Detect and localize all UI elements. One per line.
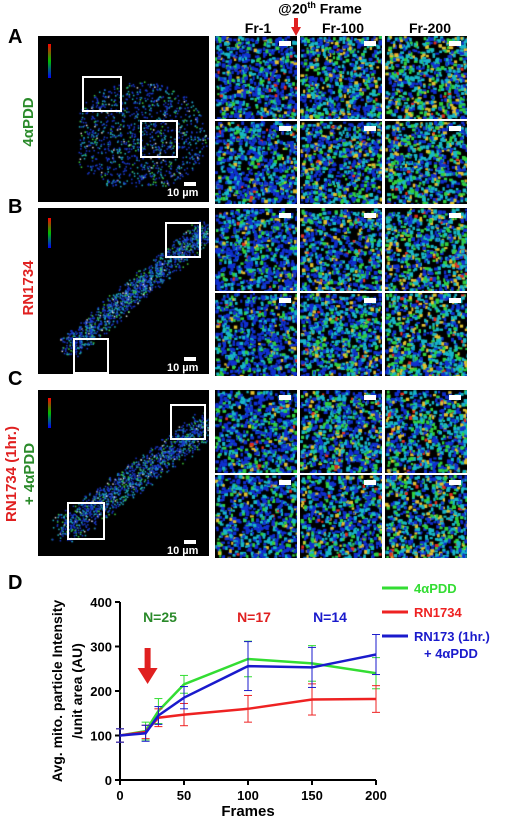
row-label-a: 4αPDD — [20, 97, 37, 147]
red-arrow-shaft — [144, 648, 151, 670]
zoom-tile — [215, 36, 297, 119]
x-tick-label: 0 — [116, 788, 123, 803]
scale-bar-c — [184, 540, 196, 544]
tile-scale-bar — [364, 395, 376, 400]
tile-scale-bar — [364, 213, 376, 218]
overview-image-b — [38, 208, 209, 374]
zoom-tile — [215, 208, 297, 291]
roi-box-b2 — [73, 338, 109, 374]
colorbar-c — [48, 398, 51, 428]
scale-label-a: 10 µm — [167, 187, 199, 199]
legend-label: + 4αPDD — [424, 646, 478, 661]
x-tick-label: 100 — [237, 788, 259, 803]
tile-scale-bar — [279, 395, 291, 400]
column-header-fr1: Fr-1 — [244, 20, 272, 36]
n-annotation: N=14 — [313, 609, 347, 625]
tile-scale-bar — [364, 41, 376, 46]
zoom-tile — [385, 475, 467, 558]
colorbar-a — [48, 44, 51, 78]
zoom-tile — [300, 36, 382, 119]
tile-scale-bar — [449, 298, 461, 303]
y-tick-label: 300 — [90, 640, 112, 655]
zoom-tile — [300, 121, 382, 204]
zoom-tile — [385, 208, 467, 291]
row-label-b: RN1734 — [20, 260, 37, 316]
y-tick-label: 200 — [90, 684, 112, 699]
tile-scale-bar — [449, 126, 461, 131]
tile-scale-bar — [279, 480, 291, 485]
tile-scale-bar — [364, 298, 376, 303]
tile-scale-bar — [279, 126, 291, 131]
intensity-line-chart: 0 100 200 300 400 0 50 100 150 200 Frames Avg. mito… — [49, 581, 490, 816]
roi-box-c1 — [170, 404, 206, 440]
n-annotation: N=17 — [237, 609, 271, 625]
frame-note: @20th Frame — [278, 0, 362, 17]
tile-scale-bar — [364, 480, 376, 485]
zoom-tile — [385, 36, 467, 119]
zoom-tile — [300, 475, 382, 558]
roi-box-a2 — [140, 120, 178, 158]
overview-image-c — [38, 390, 209, 556]
x-tick-label: 200 — [365, 788, 387, 803]
zoom-tile — [300, 208, 382, 291]
tile-scale-bar — [279, 298, 291, 303]
row-label-c: RN1734 (1hr.) + 4αPDD — [3, 426, 38, 522]
scale-label-c: 10 µm — [167, 545, 199, 557]
tile-scale-bar — [449, 213, 461, 218]
tile-scale-bar — [449, 480, 461, 485]
zoom-tile — [215, 390, 297, 473]
y-tick-label: 0 — [105, 773, 112, 788]
series-line — [119, 653, 377, 737]
y-axis-label: /unit area (AU) — [69, 643, 85, 739]
zoom-tile — [385, 293, 467, 376]
column-header-fr200: Fr-200 — [408, 20, 452, 36]
zoom-tile — [215, 475, 297, 558]
legend-label: RN173 (1hr.) — [414, 629, 490, 644]
tile-scale-bar — [364, 126, 376, 131]
n-annotation: N=25 — [143, 609, 177, 625]
tile-scale-bar — [279, 41, 291, 46]
panel-letter-c: C — [8, 368, 23, 390]
y-tick-label: 100 — [90, 729, 112, 744]
y-axis-label: Avg. mito. particle Intensity — [49, 600, 65, 783]
zoom-tile — [385, 121, 467, 204]
zoom-tile — [300, 390, 382, 473]
roi-box-b1 — [165, 222, 201, 258]
red-arrow-icon — [291, 18, 301, 36]
y-tick-label: 400 — [90, 595, 112, 610]
zoom-tile — [215, 121, 297, 204]
zoom-tile — [385, 390, 467, 473]
scale-label-b: 10 µm — [167, 362, 199, 374]
red-arrow-head — [137, 668, 158, 684]
scale-bar-a — [184, 182, 196, 186]
panel-letter-b: B — [8, 196, 23, 218]
roi-box-c2 — [67, 502, 105, 540]
x-tick-label: 50 — [177, 788, 191, 803]
scale-bar-b — [184, 357, 196, 361]
panel-letter-d: D — [8, 572, 23, 594]
colorbar-b — [48, 218, 51, 248]
zoom-tile — [300, 293, 382, 376]
panel-letter-a: A — [8, 26, 23, 48]
column-header-fr100: Fr-100 — [321, 20, 365, 36]
tile-scale-bar — [449, 395, 461, 400]
zoom-tile — [215, 293, 297, 376]
legend-label: 4αPDD — [414, 581, 457, 596]
legend-label: RN1734 — [414, 605, 462, 620]
tile-scale-bar — [449, 41, 461, 46]
x-tick-label: 150 — [301, 788, 323, 803]
x-axis-label: Frames — [221, 803, 274, 816]
overview-image-a — [38, 36, 209, 202]
tile-scale-bar — [279, 213, 291, 218]
roi-box-a1 — [82, 76, 122, 112]
